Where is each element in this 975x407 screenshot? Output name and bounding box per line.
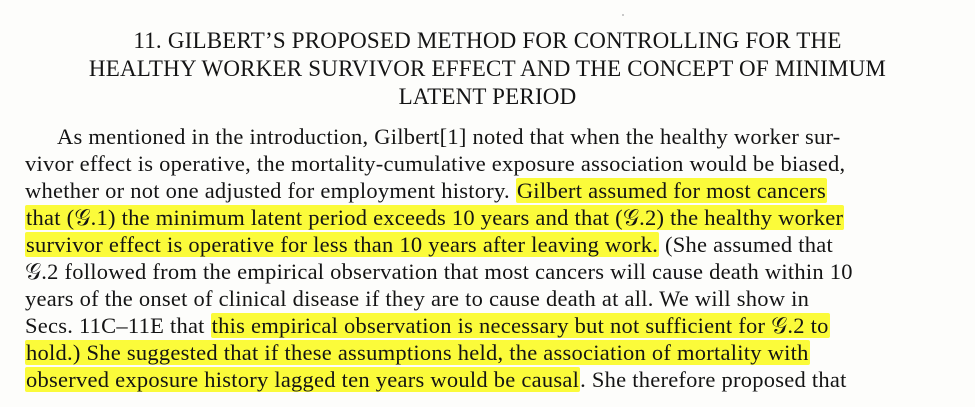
section-title-line-3: LATENT PERIOD	[398, 84, 577, 109]
body-line-2: vivor effect is operative, the mortality…	[25, 151, 846, 176]
body-line-3: whether or not one adjusted for employme…	[25, 177, 827, 204]
body-line-7: years of the onset of clinical disease i…	[25, 286, 810, 311]
highlighted-text: observed exposure history lagged ten yea…	[25, 367, 581, 392]
body-text: Secs. 11C–11E that	[25, 313, 211, 338]
body-line-1: As mentioned in the introduction, Gilber…	[57, 124, 841, 149]
section-title-line-1: 11. GILBERT’S PROPOSED METHOD FOR CONTRO…	[133, 28, 842, 53]
highlighted-text: survivor effect is operative for less th…	[25, 232, 660, 257]
highlighted-text: this empirical observation is necessary …	[210, 313, 830, 338]
highlighted-text: that (𝒢.1) the minimum latent period exc…	[25, 205, 845, 230]
body-line-5: survivor effect is operative for less th…	[25, 231, 833, 258]
section-title-line-2: HEALTHY WORKER SURVIVOR EFFECT AND THE C…	[88, 56, 887, 81]
body-line-9: hold.) She suggested that if these assum…	[25, 339, 810, 366]
body-text: whether or not one adjusted for employme…	[25, 178, 516, 203]
body-text: (She assumed that	[659, 232, 833, 257]
scan-speck	[622, 14, 624, 16]
highlighted-text: Gilbert assumed for most cancers	[515, 178, 827, 203]
body-text: . She therefore proposed that	[580, 367, 847, 392]
highlighted-text: hold.) She suggested that if these assum…	[25, 340, 810, 365]
body-line-8: Secs. 11C–11E that this empirical observ…	[25, 312, 830, 339]
body-line-10: observed exposure history lagged ten yea…	[25, 366, 847, 393]
body-line-6: 𝒢.2 followed from the empirical observat…	[25, 259, 853, 284]
body-line-4: that (𝒢.1) the minimum latent period exc…	[25, 204, 845, 231]
